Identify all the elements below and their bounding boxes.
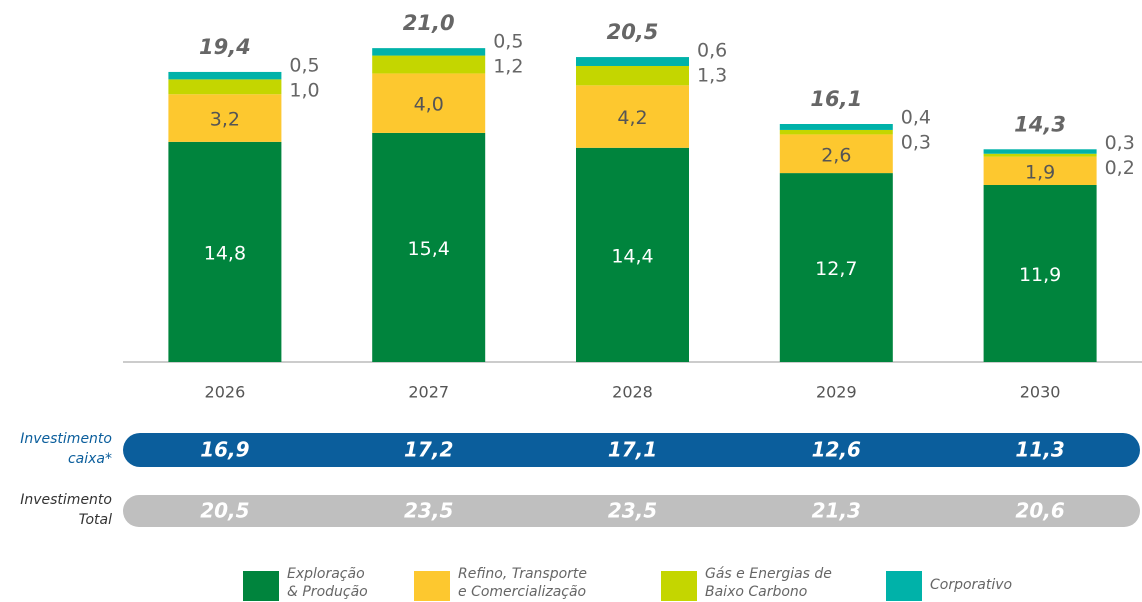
value-label: 1,0 [289, 79, 319, 101]
row-value: 16,9 [200, 438, 249, 462]
value-label: 0,3 [1105, 132, 1135, 154]
bar-segment [576, 65, 689, 86]
value-label: 0,5 [289, 54, 319, 76]
value-label: 0,2 [1105, 157, 1135, 179]
value-label: 1,3 [697, 65, 727, 87]
row-band [123, 495, 1140, 527]
bar-segment [983, 153, 1097, 157]
bar-segment [372, 48, 486, 56]
value-label: 4,0 [414, 94, 444, 116]
row-value: 17,1 [608, 438, 657, 462]
value-label: 0,4 [901, 107, 931, 129]
total-label: 16,1 [810, 87, 862, 111]
row-value: 23,5 [404, 499, 453, 523]
value-label: 4,2 [617, 107, 647, 129]
bar-segment [983, 156, 1097, 185]
total-label: 20,5 [607, 20, 659, 44]
legend-swatch [661, 571, 697, 601]
bar-segment [779, 129, 893, 135]
legend-label: Exploração & Produção [287, 566, 368, 600]
value-label: 3,2 [210, 109, 240, 131]
bar-segment [372, 55, 486, 74]
bar-segment [576, 57, 689, 66]
bar-segment [983, 149, 1097, 154]
bar-segment [779, 134, 893, 174]
total-label: 19,4 [199, 35, 251, 59]
legend-label: Corporativo [930, 577, 1013, 593]
legend-swatch [886, 571, 922, 601]
value-label: 1,9 [1025, 161, 1055, 183]
row-value: 11,3 [1015, 438, 1064, 462]
row-value: 17,2 [404, 438, 453, 462]
value-label: 12,7 [815, 258, 857, 280]
bar-segment [779, 124, 893, 130]
x-tick-label: 2030 [1020, 383, 1061, 402]
value-label: 14,8 [204, 242, 246, 264]
bar-segment [168, 94, 282, 142]
value-label: 11,9 [1019, 264, 1061, 286]
bar-segment [576, 85, 689, 148]
x-tick-label: 2029 [816, 383, 857, 402]
row-band [123, 433, 1140, 467]
total-label: 21,0 [403, 11, 455, 35]
legend-swatch [243, 571, 279, 601]
value-label: 2,6 [821, 144, 851, 166]
value-label: 0,3 [901, 132, 931, 154]
bar-segment [983, 184, 1097, 362]
x-tick-label: 2026 [205, 383, 246, 402]
legend-label: Gás e Energias de Baixo Carbono [705, 566, 832, 600]
value-label: 14,4 [611, 245, 653, 267]
value-label: 15,4 [408, 238, 450, 260]
bar-segment [168, 141, 282, 362]
value-label: 0,6 [697, 40, 727, 62]
row-value: 12,6 [812, 438, 861, 462]
row-value: 20,6 [1015, 499, 1064, 523]
row-value: 23,5 [608, 499, 657, 523]
row-label: Investimento Total [20, 492, 112, 528]
x-tick-label: 2027 [408, 383, 449, 402]
bar-segment [779, 173, 893, 362]
legend-label: Refino, Transporte e Comercialização [458, 566, 588, 600]
bar-segment [576, 147, 689, 362]
bar-segment [372, 132, 486, 362]
row-value: 21,3 [812, 499, 861, 523]
value-label: 1,2 [493, 56, 523, 78]
x-tick-label: 2028 [612, 383, 653, 402]
bar-segment [372, 73, 486, 133]
total-label: 14,3 [1014, 112, 1066, 136]
value-label: 0,5 [493, 31, 523, 53]
legend-swatch [414, 571, 450, 601]
row-value: 20,5 [200, 499, 249, 523]
row-label: Investimento caixa* [20, 431, 112, 467]
bar-segment [168, 79, 282, 95]
bar-segment [168, 71, 282, 80]
